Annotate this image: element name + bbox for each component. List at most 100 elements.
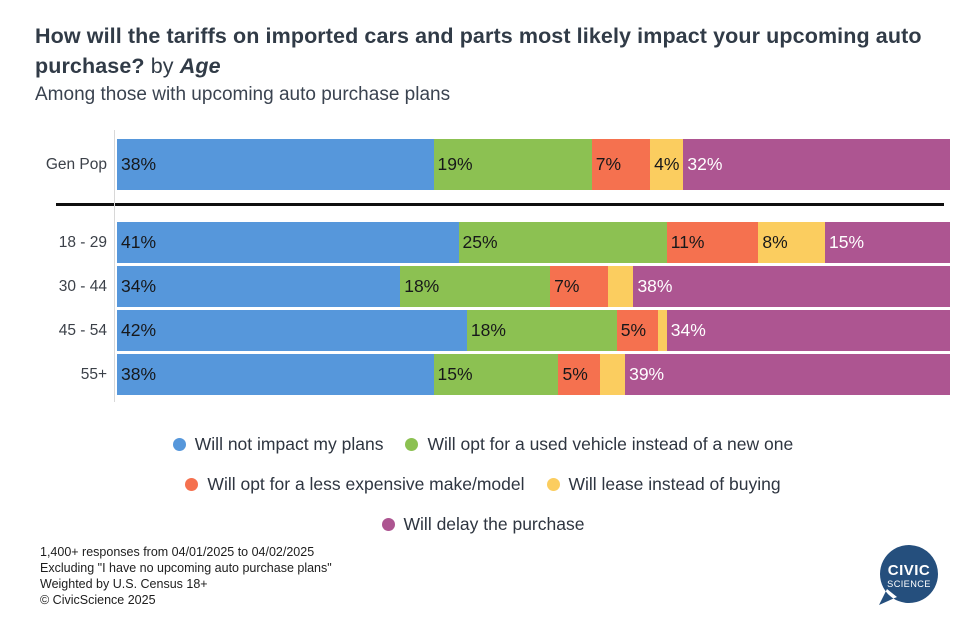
bar-segment: 42% [117,310,467,351]
legend-label: Will delay the purchase [403,514,585,534]
legend-label: Will opt for a less expensive make/model [207,474,525,494]
segment-value-label: 25% [462,232,498,252]
footnote: 1,400+ responses from 04/01/2025 to 04/0… [40,545,332,609]
segment-value-label: 5% [620,320,647,340]
row-category-label: 18 - 29 [58,233,107,251]
stacked-bar: 41% 25% 11% 8% 15% [117,222,950,263]
legend-swatch-icon [405,438,419,451]
legend-row: Will delay the purchase [0,514,966,535]
legend-item: Will lease instead of buying [546,474,781,495]
bar-segment: 25% [458,222,667,263]
bar-segment: 15% [433,354,559,395]
chart-row: Gen Pop 38% 19% 7% 4% 32% [0,139,950,190]
bar-segment: 41% [117,222,459,263]
svg-text:SCIENCE: SCIENCE [887,579,931,589]
segment-value-label: 15% [829,232,865,252]
legend: Will not impact my plans Will opt for a u… [0,434,966,554]
stacked-bar: 42% 18% 5% 34% [117,310,950,351]
legend-swatch-icon [172,438,186,451]
segment-value-label: 18% [404,276,440,296]
bar-segment [658,310,667,351]
segment-value-label: 41% [121,232,157,252]
chart-row: 45 - 54 42% 18% 5% 34% [0,310,950,351]
segment-value-label: 7% [554,276,580,296]
category-axis-line [114,130,115,402]
segment-value-label: 39% [629,364,665,384]
header: How will the tariffs on imported cars an… [35,22,935,106]
row-category-label: 55+ [80,365,107,383]
bar-segment: 39% [625,354,950,395]
stacked-bar-chart: Gen Pop 38% 19% 7% 4% 32% 18 - 29 41% 25% 11% 8% 1… [0,130,950,402]
segment-value-label: 34% [121,276,157,296]
legend-row: Will not impact my plans Will opt for a u… [0,434,966,455]
civicscience-logo: CIVIC SCIENCE [879,545,938,605]
age-rows-group: 18 - 29 41% 25% 11% 8% 15% 30 - 44 34% 18% 7% 38% 4… [0,222,950,395]
legend-label: Will not impact my plans [194,434,384,454]
segment-value-label: 38% [121,364,157,384]
chart-subtitle: Among those with upcoming auto purchase … [35,84,451,106]
footnote-line: Weighted by U.S. Census 18+ [40,576,208,591]
bar-segment: 5% [558,354,601,395]
legend-item: Will not impact my plans [172,434,384,455]
bar-segment: 32% [683,139,950,190]
segment-value-label: 38% [121,154,157,174]
legend-label: Will opt for a used vehicle instead of a… [427,434,794,454]
bar-segment: 19% [433,139,592,190]
bar-segment: 7% [550,266,609,307]
bar-segment: 34% [666,310,950,351]
footnote-line: Excluding "I have no upcoming auto purch… [40,560,332,575]
legend-label: Will lease instead of buying [568,474,781,494]
chart-row: 30 - 44 34% 18% 7% 38% [0,266,950,307]
segment-value-label: 34% [670,320,706,340]
legend-row: Will opt for a less expensive make/model… [0,474,966,495]
bar-segment: 34% [117,266,401,307]
bar-segment: 38% [633,266,950,307]
segment-value-label: 4% [654,154,680,174]
legend-swatch-icon [381,518,395,531]
bar-segment [608,266,634,307]
chart-row: 55+ 38% 15% 5% 39% [0,354,950,395]
legend-swatch-icon [546,478,560,491]
legend-item: Will opt for a used vehicle instead of a… [405,434,793,455]
segment-value-label: 11% [670,232,705,252]
segment-value-label: 5% [562,364,588,384]
segment-value-label: 15% [437,364,473,384]
row-category-label: 45 - 54 [58,321,107,339]
stacked-bar: 38% 19% 7% 4% 32% [117,139,950,190]
genpop-row-group: Gen Pop 38% 19% 7% 4% 32% [0,139,950,190]
bar-segment: 15% [825,222,950,263]
segment-value-label: 19% [437,154,473,174]
footnote-line: 1,400+ responses from 04/01/2025 to 04/0… [40,545,315,559]
segment-value-label: 7% [595,154,622,174]
chart-title-connector: by [144,53,180,78]
segment-value-label: 38% [637,276,673,296]
bar-segment: 8% [758,222,826,263]
bar-segment [600,354,626,395]
bar-segment: 18% [466,310,617,351]
footnote-line: © CivicScience 2025 [40,592,156,607]
bar-segment: 7% [591,139,651,190]
row-category-label: 30 - 44 [58,277,107,295]
chart-title-question: How will the tariffs on imported cars an… [35,24,922,78]
svg-text:CIVIC: CIVIC [888,562,931,579]
stacked-bar: 34% 18% 7% 38% [117,266,950,307]
stacked-bar: 38% 15% 5% 39% [117,354,950,395]
chart-row: 18 - 29 41% 25% 11% 8% 15% [0,222,950,263]
legend-item: Will delay the purchase [381,514,585,535]
chart-title: How will the tariffs on imported cars an… [35,22,935,81]
bar-segment: 38% [117,139,434,190]
legend-item: Will opt for a less expensive make/model [185,474,525,495]
row-category-label: Gen Pop [45,155,107,173]
bar-segment: 5% [616,310,659,351]
bar-segment: 4% [650,139,684,190]
legend-swatch-icon [185,478,199,491]
segment-value-label: 32% [687,154,723,174]
segment-value-label: 42% [121,320,157,340]
genpop-separator-line [56,203,944,206]
chart-title-groupby: Age [179,53,221,78]
bar-segment: 18% [400,266,551,307]
bar-segment: 11% [666,222,759,263]
bar-segment: 38% [117,354,434,395]
segment-value-label: 18% [470,320,506,340]
